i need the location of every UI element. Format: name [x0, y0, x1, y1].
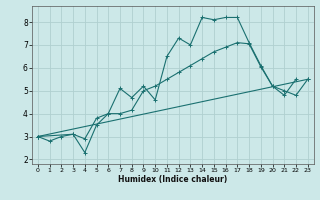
X-axis label: Humidex (Indice chaleur): Humidex (Indice chaleur) [118, 175, 228, 184]
